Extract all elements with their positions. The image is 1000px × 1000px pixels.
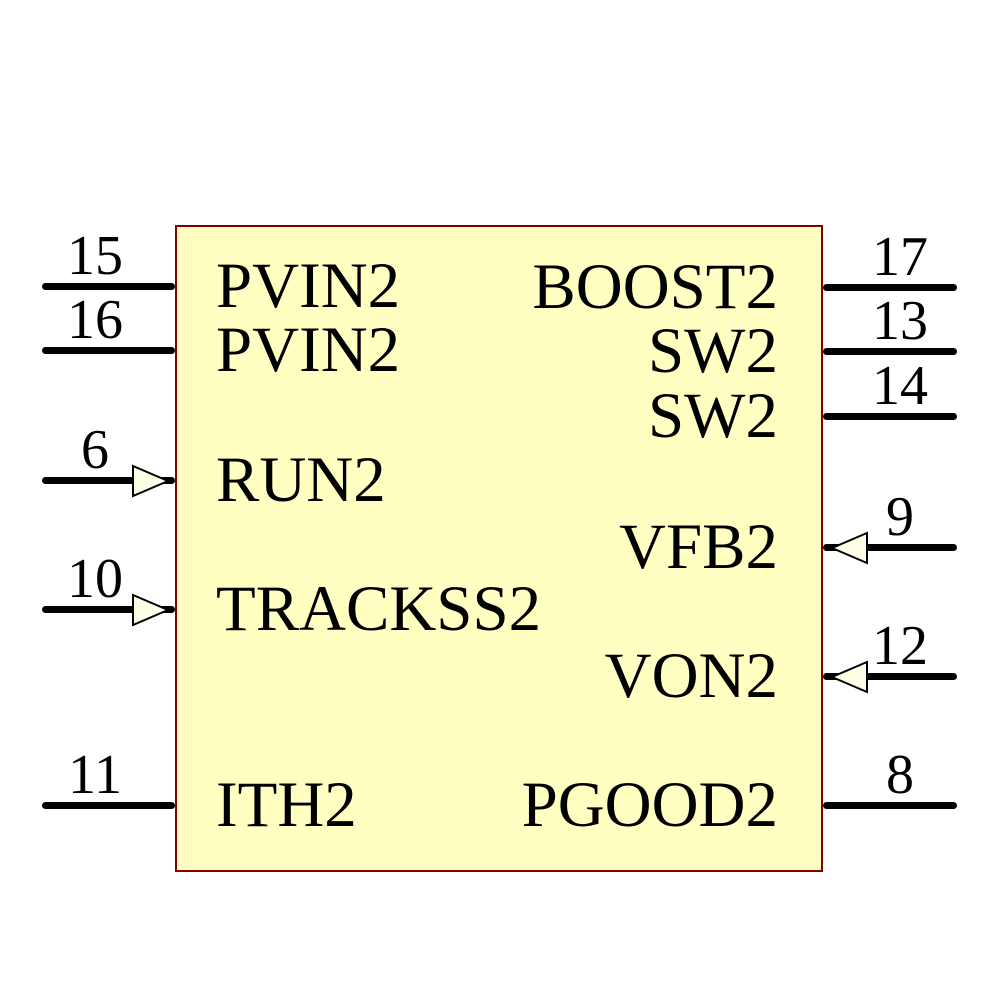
pin-number: 11	[68, 744, 122, 806]
pin-name: ITH2	[216, 769, 357, 841]
pin-line	[42, 347, 175, 354]
pin-name: PGOOD2	[521, 769, 778, 841]
pin-name: TRACKSS2	[216, 573, 542, 645]
pin-number: 9	[886, 486, 914, 548]
pin-number: 10	[67, 548, 123, 610]
input-arrow-icon	[829, 531, 868, 565]
symbol-body[interactable]	[175, 225, 823, 872]
pin-line	[42, 283, 175, 290]
pin-name: RUN2	[216, 444, 386, 516]
pin-line	[823, 284, 957, 291]
pin-line	[42, 802, 175, 809]
pin-line	[823, 413, 957, 420]
pin-number: 13	[872, 290, 928, 352]
pin-name: SW2	[648, 315, 778, 387]
pin-name: SW2	[648, 380, 778, 452]
pin-line	[823, 544, 957, 551]
pin-name: PVIN2	[216, 250, 401, 322]
pin-name: VON2	[604, 640, 778, 712]
pin-name: VFB2	[619, 511, 778, 583]
pin-name: PVIN2	[216, 314, 401, 386]
input-arrow-icon	[132, 593, 171, 627]
pin-number: 14	[872, 355, 928, 417]
pin-number: 8	[886, 744, 914, 806]
pin-number: 17	[872, 226, 928, 288]
pin-name: BOOST2	[532, 251, 778, 323]
pin-number: 12	[872, 615, 928, 677]
pin-line	[42, 606, 175, 613]
pin-number: 16	[67, 289, 123, 351]
pin-line	[823, 802, 957, 809]
input-arrow-icon	[132, 464, 171, 498]
pin-line	[823, 673, 957, 680]
input-arrow-icon	[829, 660, 868, 694]
pin-number: 6	[81, 419, 109, 481]
pin-line	[42, 477, 175, 484]
pin-number: 15	[67, 225, 123, 287]
pin-line	[823, 348, 957, 355]
